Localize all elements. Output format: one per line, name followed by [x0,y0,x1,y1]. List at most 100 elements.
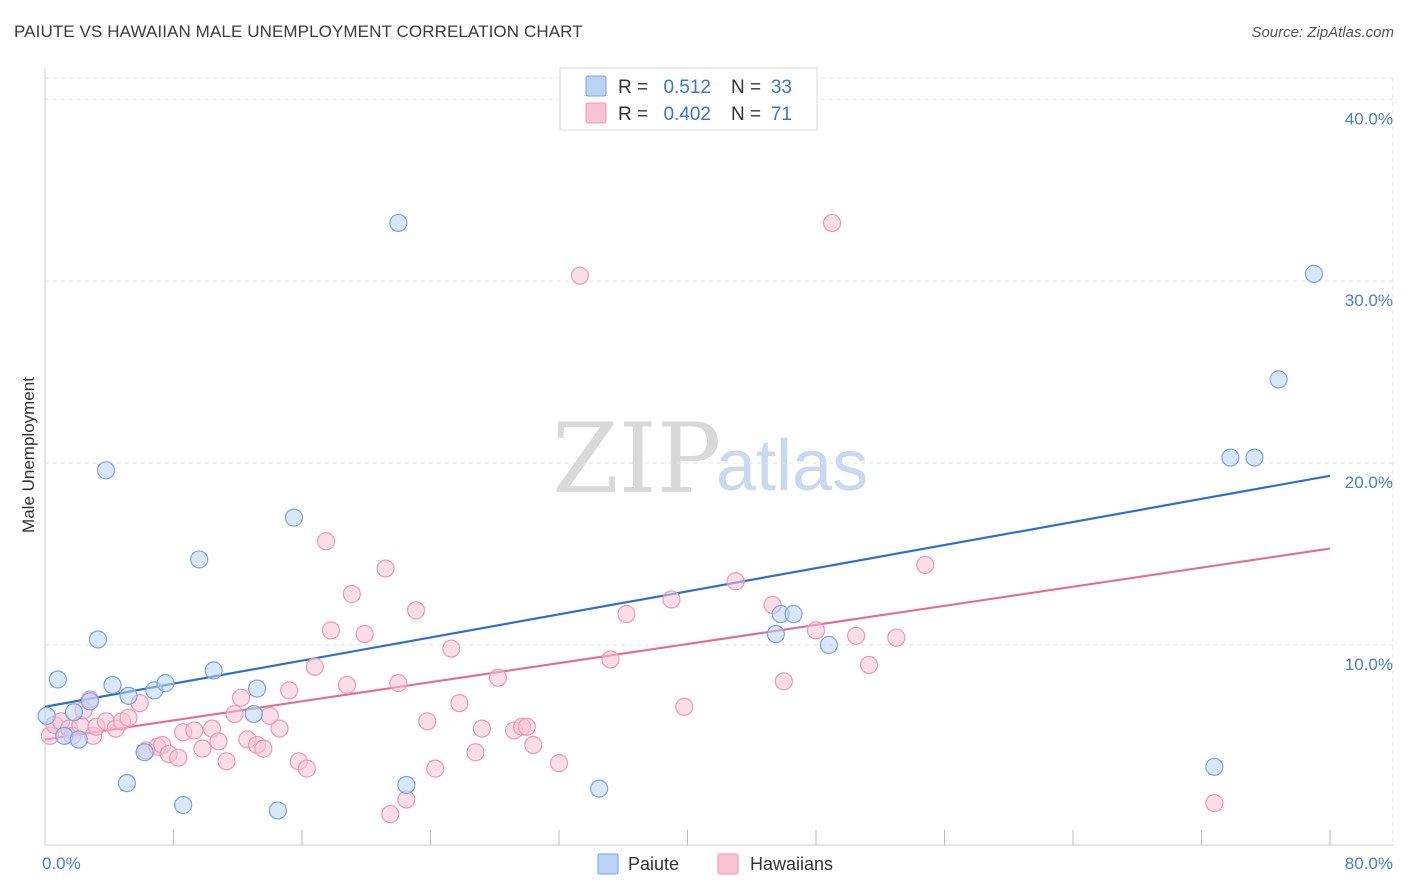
paiute-point [64,703,84,722]
hawaiian-point [822,213,842,233]
hawaiian-point [217,752,236,771]
hawaiian-point [442,639,461,658]
points-layer [37,213,1324,824]
hawaiian-point [342,584,361,604]
hawaiian-point [549,754,569,773]
hawaiian-point [1205,794,1224,813]
hawaiian-point [524,735,543,755]
hawaiian-point [355,624,374,644]
paiute-point [244,704,263,724]
hawaiian-point [337,675,357,695]
legend-swatch-paiute [585,75,607,97]
paiute-point [190,550,209,569]
y-tick-label: 30.0% [1345,291,1393,310]
hawaiian-point [185,721,204,740]
paiute-point [766,624,785,644]
hawaiian-point [297,759,316,778]
hawaiian-point [916,555,935,575]
x-tick-label: 80.0% [1345,854,1393,873]
watermark-atlas: atlas [716,426,868,506]
paiute-point [103,675,122,695]
paiute-point [397,775,416,795]
hawaiian-point [406,601,426,620]
hawaiian-point [859,655,879,675]
paiute-point [784,604,803,624]
paiute-point [174,795,193,815]
hawaiian-point [517,717,536,736]
paiute-point [69,730,88,749]
paiute-point [247,679,267,698]
legend-r-label-paiute: R = [618,77,648,98]
paiute-point [88,630,108,649]
bottom-legend: Paiute Hawaiians [597,853,833,875]
chart-title: PAIUTE VS HAWAIIAN MALE UNEMPLOYMENT COR… [14,22,583,41]
paiute-point [268,801,288,820]
paiute-point [389,213,408,233]
legend-r-value-paiute: 0.512 [663,77,711,98]
paiute-point [204,661,223,680]
hawaiian-point [887,628,906,647]
legend-r-label-hawaiians: R = [618,104,648,125]
watermark-zip: ZIP [552,403,721,515]
paiute-point [156,674,175,693]
hawaiian-point [418,712,437,731]
legend-r-value-hawaiians: 0.402 [663,104,711,125]
hawaiian-point [774,672,793,691]
hawaiian-point [675,697,694,716]
bottom-legend-label-hawaiians: Hawaiians [750,854,833,874]
hawaiian-point [254,739,273,758]
hawaiian-point [726,572,745,591]
paiute-point [284,508,304,527]
y-tick-label: 40.0% [1345,109,1393,128]
hawaiian-point [280,681,299,700]
hawaiian-point [321,621,341,640]
hawaiian-point [376,559,395,578]
legend-n-label-hawaiians: N = [731,104,761,125]
hawaiian-point [305,657,324,676]
hawaiian-point [466,743,485,762]
hawaiian-point [316,532,336,551]
hawaiian-point [488,668,508,687]
hawaiian-point [389,674,408,693]
x-tick-label: 0.0% [42,854,81,873]
paiute-point [590,779,609,798]
watermark: ZIP atlas [552,403,868,515]
paiute-point [117,774,137,793]
paiute-point [37,706,56,725]
paiute-trendline [44,474,1331,708]
hawaiian-point [426,759,445,778]
bottom-legend-label-paiute: Paiute [628,854,679,874]
paiute-point [135,743,154,762]
paiute-point [1269,370,1288,389]
legend-swatch-hawaiians [585,102,607,124]
hawaiian-point [193,739,212,758]
hawaiian-point [225,704,244,724]
paiute-point [96,461,116,480]
hawaiian-point [847,626,866,645]
paiute-point [80,692,100,711]
source-label: Source: ZipAtlas.com [1251,24,1394,41]
paiute-point [1245,448,1264,467]
paiute-point [119,686,138,705]
hawaiian-point [570,266,589,285]
hawaiian-point [450,694,469,713]
paiute-point [819,635,838,655]
y-tick-label: 20.0% [1345,473,1393,492]
hawaiian-point [169,748,188,767]
hawaiian-point [472,719,491,738]
labels-layer: 10.0% 20.0% 30.0% 40.0% 0.0% 80.0% [42,109,1393,873]
legend-n-label-paiute: N = [731,77,761,98]
hawaiian-point [662,590,681,609]
bottom-legend-swatch-hawaiians [717,853,739,875]
hawaiian-point [119,708,138,727]
paiute-point [1221,448,1240,467]
bottom-legend-swatch-paiute [597,853,619,875]
y-axis-label: Male Unemployment [19,377,38,533]
hawaiian-point [231,688,251,707]
hawaiian-point [601,650,620,669]
hawaiian-point [617,604,636,624]
hawaiian-point [806,621,826,640]
hawaiian-point [381,804,400,824]
top-legend: R = 0.512 N = 33 R = 0.402 N = 71 [559,67,818,131]
